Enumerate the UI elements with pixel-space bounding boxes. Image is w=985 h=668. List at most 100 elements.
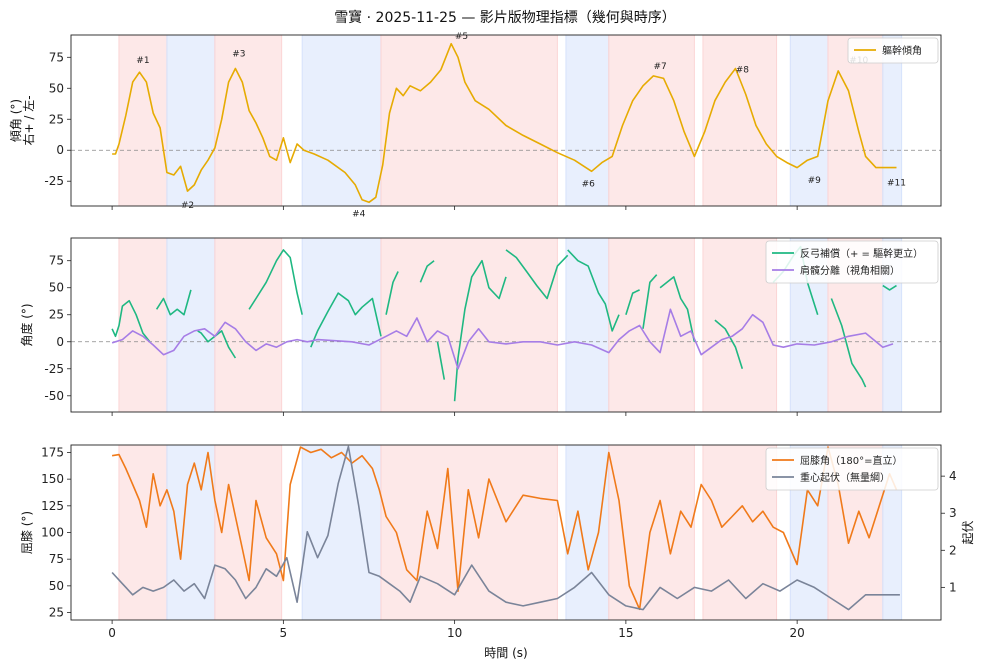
x-tick-label: 10 <box>447 626 462 640</box>
legend-box <box>765 447 939 491</box>
series-line-1 <box>111 446 898 611</box>
legend-box <box>847 37 939 64</box>
legend: 軀幹傾角 <box>847 37 939 64</box>
y2-tick-label: 3 <box>949 506 957 520</box>
phase-band-blue <box>166 238 215 412</box>
series-line-1-seg-11 <box>567 249 620 332</box>
series-line-1-seg-4 <box>248 249 303 315</box>
y-axis-label: 屈膝 (°) <box>20 511 34 554</box>
series-line-2 <box>111 445 900 611</box>
y-tick-label: 150 <box>41 472 64 486</box>
phase-band-blue <box>166 35 215 206</box>
phase-band-pink <box>380 445 558 620</box>
x-tick-label: 0 <box>108 626 116 640</box>
y-tick-label: 75 <box>49 552 64 566</box>
series-line-1-seg-18 <box>882 284 897 291</box>
series-line-1-seg-2 <box>155 289 192 316</box>
phase-band-pink <box>702 35 777 206</box>
peak-label: #6 <box>582 180 596 190</box>
peak-label: #9 <box>808 176 822 186</box>
phase-band-pink <box>608 445 695 620</box>
phase-band-blue <box>790 35 828 206</box>
peak-label: #11 <box>887 178 906 188</box>
series-line-1-seg-5 <box>310 292 382 348</box>
phase-band-pink <box>702 238 777 412</box>
y-tick-label: 75 <box>49 254 64 268</box>
peak-label: #7 <box>653 62 666 72</box>
series-line-1-seg-7 <box>419 260 435 283</box>
axes-frame <box>70 237 942 413</box>
phase-band-pink <box>118 238 167 412</box>
y-tick-label: 100 <box>41 526 64 540</box>
series-line-1-seg-13 <box>642 274 658 329</box>
legend-label: 屈膝角（180°=直立） <box>800 454 902 467</box>
panel-2: 75 50 25 0 -25 -50 角度 (°) 反弓補償（+ = 驅幹更立） 肩髖分離（視角… <box>19 237 942 416</box>
peak-label: #4 <box>352 209 366 219</box>
series-line-1-seg-14 <box>659 276 696 342</box>
series-line-1-seg-17 <box>830 298 867 388</box>
y-tick-label: 25 <box>49 308 64 322</box>
phase-band-pink <box>702 445 777 620</box>
legend-label: 軀幹傾角 <box>882 44 922 57</box>
y-axis-label: 傾角 (°) <box>9 99 23 142</box>
series-line-1-seg-8 <box>436 341 446 380</box>
y-tick-label: 75 <box>49 50 64 64</box>
x-tick-label: 15 <box>618 626 633 640</box>
phase-band-pink <box>380 35 558 206</box>
y2-tick-label: 1 <box>949 580 957 594</box>
axes-frame <box>70 34 942 207</box>
y2-axis-label: 起伏 <box>961 520 975 544</box>
peak-label: #8 <box>736 66 750 76</box>
series-line-1-seg-9 <box>453 259 507 402</box>
series-line-1-seg-15 <box>714 319 744 370</box>
plot-area <box>71 35 941 206</box>
phase-band-blue <box>302 238 381 412</box>
phase-band-pink <box>214 238 282 412</box>
phase-band-pink <box>608 35 695 206</box>
legend-box <box>765 240 939 284</box>
y-tick-label: 0 <box>56 143 64 157</box>
y-tick-label: 175 <box>41 445 64 459</box>
series-line-1-seg-12 <box>625 289 640 315</box>
phase-band-pink <box>118 445 167 620</box>
legend: 反弓補償（+ = 驅幹更立） 肩髖分離（視角相關） <box>765 240 939 284</box>
phase-band-pink <box>214 35 282 206</box>
y-tick-label: 25 <box>49 606 64 620</box>
y-axis-label-secondary: 右+ / 左- <box>21 95 36 145</box>
phase-band-blue <box>302 35 381 206</box>
peak-label: #5 <box>455 32 468 42</box>
series-line-1-seg-1 <box>111 299 151 343</box>
plot-area <box>111 445 903 620</box>
series-line-2 <box>111 308 894 370</box>
y2-tick-label: 4 <box>949 469 957 483</box>
y2-tick-label: 2 <box>949 543 957 557</box>
y-tick-label: -50 <box>44 389 64 403</box>
y-axis-label: 角度 (°) <box>19 303 34 346</box>
phase-band-blue <box>565 238 609 412</box>
legend: 屈膝角（180°=直立） 重心起伏（無量綱） <box>765 447 939 491</box>
peak-label: #1 <box>136 56 149 66</box>
legend-label: 重心起伏（無量綱） <box>800 471 890 484</box>
phase-band-pink <box>608 238 695 412</box>
y-tick-label: 50 <box>49 281 64 295</box>
phase-band-pink <box>214 445 282 620</box>
series-line-1 <box>112 42 897 204</box>
legend-label: 肩髖分離（視角相關） <box>800 264 900 277</box>
x-tick-label: 20 <box>790 626 805 640</box>
y-tick-label: 25 <box>49 112 64 126</box>
y-tick-label: -25 <box>44 174 64 188</box>
y-tick-label: -25 <box>44 362 64 376</box>
y-tick-label: 0 <box>56 335 64 349</box>
phase-band-pink <box>118 35 167 206</box>
phase-band-blue <box>565 35 609 206</box>
y-tick-label: 50 <box>49 81 64 95</box>
legend-label: 反弓補償（+ = 驅幹更立） <box>800 247 923 260</box>
y-tick-label: 125 <box>41 499 64 513</box>
x-axis-label: 時間 (s) <box>484 646 527 660</box>
series-line-1-seg-6 <box>385 271 399 315</box>
phase-band-blue <box>882 35 902 206</box>
